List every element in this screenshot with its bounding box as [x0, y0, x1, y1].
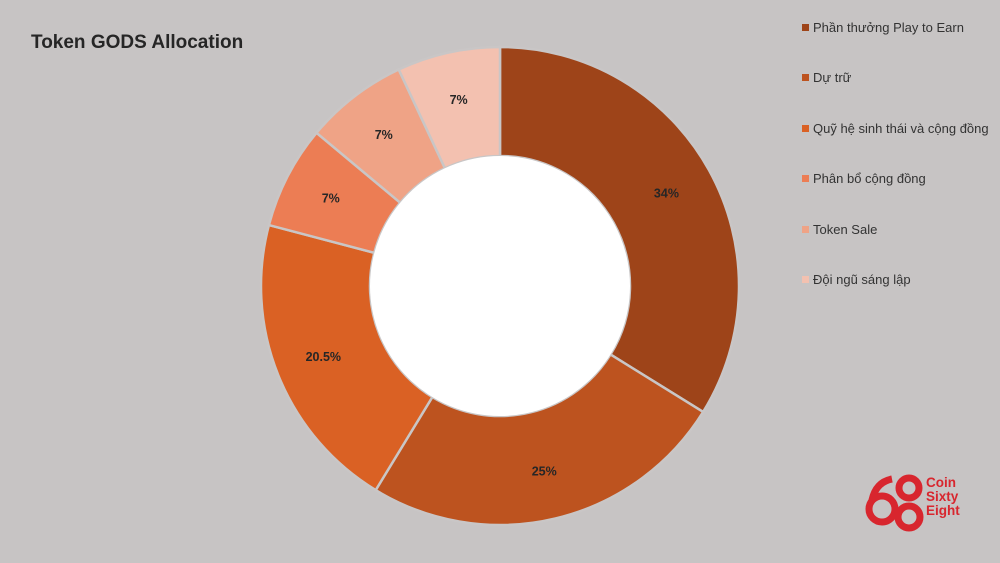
donut-slice-3: [259, 223, 435, 492]
legend-label: Phân bổ cộng đồng: [813, 171, 926, 187]
legend-item-3: Quỹ hệ sinh thái và cộng đồng: [802, 121, 989, 171]
legend-item-6: Đội ngũ sáng lập: [802, 272, 989, 322]
slice-data-label-5: 7%: [375, 128, 393, 142]
logo-wordmark: Coin Sixty Eight: [926, 476, 960, 518]
legend-item-4: Phân bổ cộng đồng: [802, 171, 989, 221]
legend-item-2: Dự trữ: [802, 70, 989, 120]
legend-swatch: [802, 124, 809, 132]
legend-item-1: Phần thưởng Play to Earn: [802, 20, 989, 70]
legend-swatch: [802, 74, 809, 82]
slice-data-label-4: 7%: [322, 192, 340, 206]
donut-hole: [370, 156, 630, 416]
slice-data-label-1: 34%: [654, 186, 679, 200]
legend-swatch: [802, 175, 809, 183]
chart-legend: Phần thưởng Play to Earn Dự trữ Quỹ hệ sin…: [802, 20, 989, 322]
slice-data-label-2: 25%: [532, 464, 557, 478]
logo-line-coin: Coin: [926, 475, 956, 490]
slice-data-label-6: 7%: [450, 93, 468, 107]
logo-line-sixty: Sixty: [926, 489, 959, 504]
slice-data-label-3: 20.5%: [306, 350, 341, 364]
logo-line-eight: Eight: [926, 503, 960, 518]
legend-label: Quỹ hệ sinh thái và cộng đồng: [813, 120, 989, 136]
legend-label: Đội ngũ sáng lập: [813, 271, 911, 287]
legend-swatch: [802, 225, 809, 233]
legend-label: Phần thưởng Play to Earn: [813, 20, 964, 35]
legend-label: Dự trữ: [813, 70, 852, 86]
chart-title: Token GODS Allocation: [31, 32, 244, 53]
coin-sixty-eight-logo: [865, 474, 924, 532]
legend-label: Token Sale: [813, 221, 878, 237]
legend-item-5: Token Sale: [802, 222, 989, 272]
legend-swatch: [802, 24, 809, 31]
legend-swatch: [802, 275, 809, 283]
